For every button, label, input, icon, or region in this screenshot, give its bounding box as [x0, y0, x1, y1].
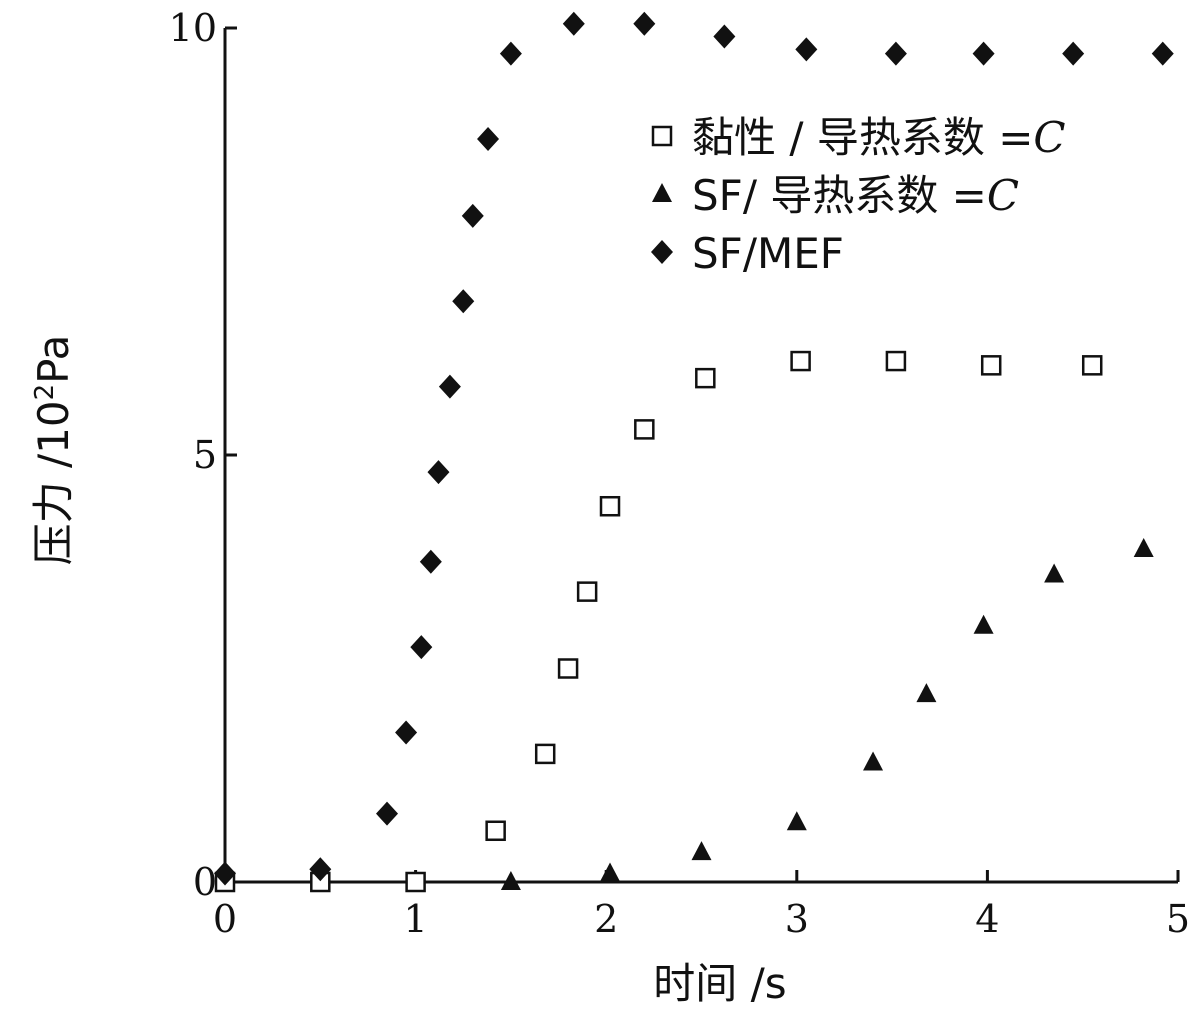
legend-item: SF/ 导热系数 =C [652, 171, 1019, 220]
data-point [691, 841, 712, 861]
legend-marker [651, 240, 673, 264]
data-point [405, 871, 426, 893]
data-point [885, 350, 907, 372]
data-point [695, 367, 716, 389]
data-point [427, 460, 450, 485]
legend-marker [652, 183, 672, 202]
y-tick-label: 0 [193, 860, 217, 904]
data-point [419, 549, 442, 574]
y-axis-label: 压力 /102Pa [29, 335, 78, 566]
data-point [1133, 537, 1154, 557]
y-tick-label: 5 [193, 433, 217, 477]
data-point [395, 720, 418, 745]
data-point [713, 24, 736, 49]
x-tick-label: 1 [404, 897, 428, 941]
data-point [499, 41, 522, 66]
series-3 [214, 11, 1174, 886]
data-point [410, 635, 433, 660]
y-axis-label-unit: Pa [29, 335, 78, 384]
y-tick-label: 10 [169, 6, 217, 50]
data-point [1062, 41, 1085, 66]
chart-marks [214, 11, 1174, 893]
data-point [477, 127, 500, 152]
data-point [980, 355, 1002, 376]
data-point [884, 41, 907, 66]
legend-marker [651, 125, 673, 147]
data-point [599, 495, 621, 517]
y-axis-label-sup: 2 [30, 384, 60, 401]
data-point [1151, 41, 1174, 66]
x-tick-label: 4 [975, 897, 999, 941]
x-tick-label: 0 [213, 897, 237, 941]
data-point [600, 862, 621, 882]
data-point [376, 801, 399, 826]
data-point [863, 751, 884, 771]
x-axis-label: 时间 /s [653, 959, 786, 1008]
legend-item: 黏性 / 导热系数 =C [651, 113, 1066, 162]
chart-legend: 黏性 / 导热系数 =C SF/ 导热系数 =C SF/MEF [651, 113, 1066, 278]
legend-label: 黏性 / 导热系数 =C [692, 113, 1066, 162]
data-point [485, 820, 506, 842]
data-point [633, 11, 656, 36]
data-point [1081, 355, 1103, 376]
data-point [534, 743, 556, 765]
data-point [634, 419, 655, 440]
legend-label: SF/MEF [692, 229, 844, 278]
x-tick-label: 3 [785, 897, 809, 941]
data-point [500, 871, 521, 890]
data-point [916, 683, 937, 703]
data-point [562, 11, 585, 36]
legend-item: SF/MEF [651, 229, 844, 278]
y-axis-ticks: 0 5 10 [169, 6, 237, 904]
x-tick-label: 5 [1166, 897, 1190, 941]
series-1 [214, 350, 1103, 893]
data-point [795, 37, 818, 62]
data-point [214, 861, 236, 886]
data-point [576, 581, 598, 602]
svg-text:压力 /102Pa: 压力 /102Pa [29, 335, 78, 566]
series-2 [500, 537, 1154, 890]
data-point [1044, 563, 1065, 583]
data-point [786, 811, 807, 831]
legend-label: SF/ 导热系数 =C [692, 171, 1019, 220]
data-point [438, 374, 461, 399]
data-point [973, 614, 994, 634]
data-point [461, 203, 484, 228]
data-point [452, 289, 475, 314]
y-axis-label-main: 压力 /10 [29, 400, 78, 565]
data-point [790, 350, 811, 372]
data-point [309, 857, 332, 882]
x-axis-ticks: 0 1 2 3 4 5 [213, 870, 1190, 941]
x-tick-label: 2 [594, 897, 618, 941]
data-point [972, 41, 995, 66]
data-point [557, 658, 579, 679]
